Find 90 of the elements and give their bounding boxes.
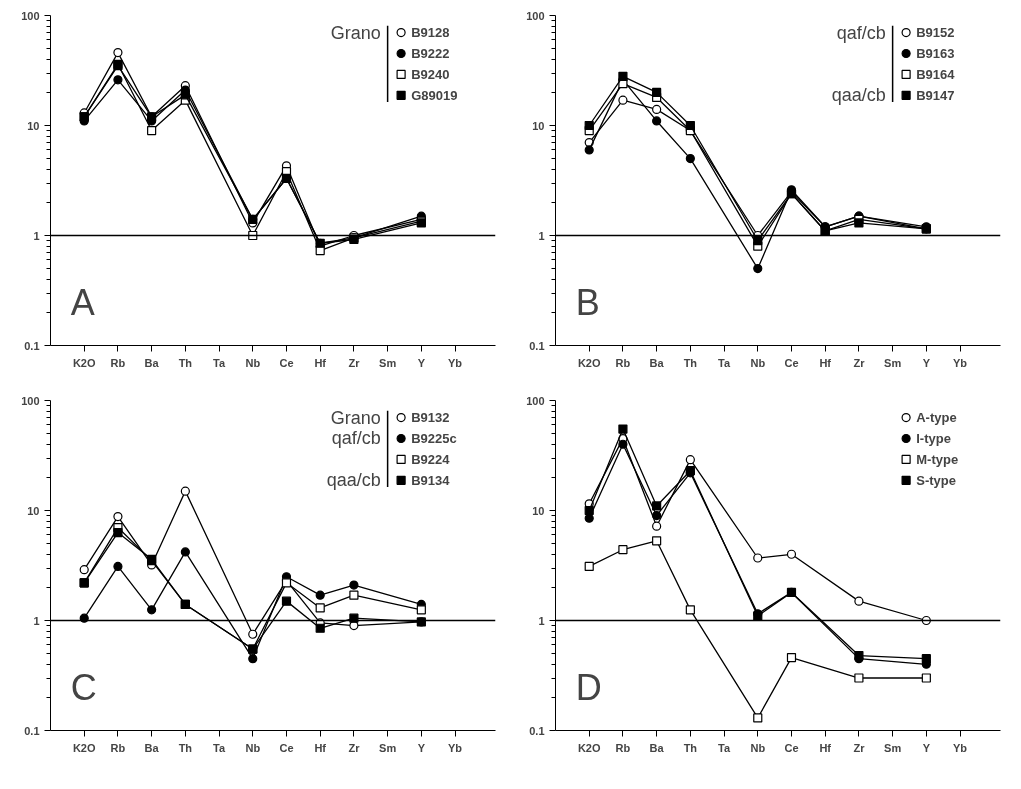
annotation: D: [575, 667, 602, 709]
legend-label: I-type: [916, 430, 951, 446]
legend-label: B9164: [916, 66, 956, 82]
y-tick-label: 0.1: [529, 724, 545, 737]
x-tick-label: Rb: [615, 741, 631, 754]
x-tick-label: Nb: [245, 741, 261, 754]
y-tick-label: 1: [33, 229, 40, 242]
x-tick-label: Ta: [718, 741, 731, 754]
x-tick-label: K2O: [577, 741, 601, 754]
x-tick-label: Yb: [953, 356, 968, 369]
legend-label: B9132: [411, 410, 450, 426]
x-tick-label: Th: [683, 356, 698, 369]
x-tick-label: Yb: [953, 741, 968, 754]
x-tick-label: Hf: [314, 356, 327, 369]
x-tick-label: Ce: [784, 741, 799, 754]
x-tick-label: Sm: [884, 356, 902, 369]
annotation: Grano: [330, 22, 381, 43]
x-tick-label: Hf: [819, 741, 832, 754]
annotation: B: [575, 282, 600, 324]
y-tick-label: 100: [526, 394, 545, 407]
x-tick-label: K2O: [72, 741, 96, 754]
x-tick-label: Zr: [348, 356, 361, 369]
x-tick-label: Ce: [784, 356, 799, 369]
x-tick-label: Ba: [649, 741, 665, 754]
legend-label: A-type: [916, 410, 957, 426]
annotation: qaf/cb: [836, 22, 886, 43]
x-tick-label: Nb: [245, 356, 261, 369]
x-tick-label: Y: [922, 356, 931, 369]
x-tick-label: Hf: [819, 356, 832, 369]
y-tick-label: 100: [526, 9, 545, 22]
y-tick-label: 10: [27, 504, 40, 517]
x-tick-label: Ta: [213, 741, 226, 754]
x-tick-label: Y: [417, 741, 426, 754]
x-tick-label: Ba: [144, 356, 160, 369]
legend-label: G89019: [411, 87, 458, 103]
x-tick-label: Ta: [718, 356, 731, 369]
legend-label: B9128: [411, 25, 450, 41]
y-tick-label: 1: [538, 614, 545, 627]
x-tick-label: Rb: [110, 356, 126, 369]
x-tick-label: Ce: [279, 741, 294, 754]
annotation: qaa/cb: [831, 85, 886, 106]
x-tick-label: Sm: [379, 741, 397, 754]
legend-label: B9134: [411, 472, 451, 488]
y-tick-label: 10: [532, 504, 545, 517]
legend-label: B9225c: [411, 430, 457, 446]
y-tick-label: 10: [532, 119, 545, 132]
x-tick-label: Rb: [110, 741, 126, 754]
annotation: Grano: [330, 407, 381, 428]
annotation: qaf/cb: [331, 428, 381, 449]
x-tick-label: Ba: [144, 741, 160, 754]
annotation: A: [70, 282, 95, 324]
x-tick-label: Ta: [213, 356, 226, 369]
y-tick-label: 10: [27, 119, 40, 132]
y-tick-label: 100: [21, 9, 40, 22]
legend-label: S-type: [916, 472, 956, 488]
x-tick-label: Ce: [279, 356, 294, 369]
annotation: C: [70, 667, 97, 709]
y-tick-label: 0.1: [24, 724, 40, 737]
y-tick-label: 100: [21, 394, 40, 407]
x-tick-label: Yb: [448, 741, 463, 754]
x-tick-label: K2O: [72, 356, 96, 369]
legend-label: B9152: [916, 25, 955, 41]
y-tick-label: 1: [538, 229, 545, 242]
x-tick-label: Zr: [853, 356, 866, 369]
legend-label: B9163: [916, 45, 955, 61]
x-tick-label: Zr: [853, 741, 866, 754]
legend-label: M-type: [916, 451, 959, 467]
annotation: qaa/cb: [326, 470, 381, 491]
legend-label: B9222: [411, 45, 450, 61]
legend-label: B9240: [411, 66, 450, 82]
x-tick-label: Nb: [750, 741, 766, 754]
x-tick-label: Sm: [379, 356, 397, 369]
x-tick-label: Hf: [314, 741, 327, 754]
x-tick-label: Nb: [750, 356, 766, 369]
x-tick-label: Sm: [884, 741, 902, 754]
legend-label: B9224: [411, 451, 451, 467]
x-tick-label: Th: [178, 741, 193, 754]
x-tick-label: Y: [417, 356, 426, 369]
x-tick-label: Ba: [649, 356, 665, 369]
x-tick-label: Zr: [348, 741, 361, 754]
x-tick-label: Yb: [448, 356, 463, 369]
x-tick-label: Y: [922, 741, 931, 754]
x-tick-label: Th: [178, 356, 193, 369]
y-tick-label: 0.1: [24, 339, 40, 352]
y-tick-label: 0.1: [529, 339, 545, 352]
y-tick-label: 1: [33, 614, 40, 627]
legend-label: B9147: [916, 87, 955, 103]
x-tick-label: K2O: [577, 356, 601, 369]
x-tick-label: Th: [683, 741, 698, 754]
x-tick-label: Rb: [615, 356, 631, 369]
